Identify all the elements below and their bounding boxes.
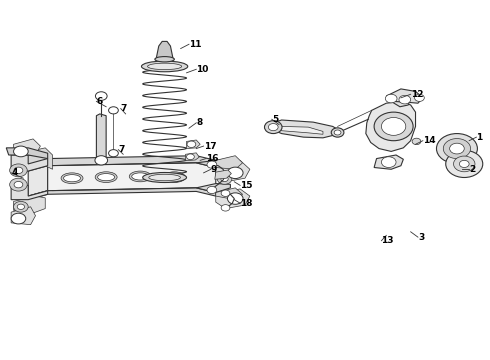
Ellipse shape — [149, 174, 180, 181]
Circle shape — [14, 167, 23, 174]
Circle shape — [265, 121, 282, 134]
Polygon shape — [28, 166, 48, 196]
Circle shape — [14, 146, 28, 157]
Circle shape — [221, 204, 230, 211]
Text: 13: 13 — [381, 236, 394, 245]
Polygon shape — [216, 188, 243, 200]
Polygon shape — [11, 207, 35, 225]
Circle shape — [96, 92, 107, 100]
Circle shape — [207, 161, 217, 168]
Text: 12: 12 — [411, 90, 423, 99]
Text: 17: 17 — [203, 141, 216, 150]
Circle shape — [11, 213, 26, 224]
Polygon shape — [366, 102, 416, 152]
Circle shape — [109, 150, 118, 157]
Circle shape — [221, 176, 228, 181]
Polygon shape — [186, 153, 199, 161]
Circle shape — [14, 202, 28, 212]
Polygon shape — [156, 41, 173, 60]
Circle shape — [227, 193, 243, 204]
Ellipse shape — [98, 174, 115, 181]
Polygon shape — [11, 185, 48, 200]
Ellipse shape — [147, 63, 182, 69]
Text: 6: 6 — [97, 97, 102, 106]
Text: 11: 11 — [189, 40, 201, 49]
Polygon shape — [14, 148, 52, 171]
Circle shape — [207, 186, 217, 194]
Circle shape — [187, 141, 196, 148]
Ellipse shape — [166, 174, 183, 181]
Circle shape — [381, 157, 396, 167]
Polygon shape — [272, 120, 340, 138]
Text: 8: 8 — [196, 118, 202, 127]
Circle shape — [217, 174, 232, 184]
Polygon shape — [97, 114, 106, 158]
Polygon shape — [14, 139, 40, 157]
Ellipse shape — [64, 175, 80, 182]
Ellipse shape — [143, 172, 187, 183]
Text: 3: 3 — [418, 233, 424, 242]
Circle shape — [381, 117, 406, 135]
Polygon shape — [216, 160, 250, 182]
Circle shape — [412, 138, 421, 145]
Circle shape — [334, 130, 341, 135]
Text: 4: 4 — [11, 168, 18, 177]
Circle shape — [385, 94, 397, 103]
Ellipse shape — [95, 172, 117, 183]
Polygon shape — [386, 89, 423, 103]
Polygon shape — [28, 188, 216, 200]
Polygon shape — [6, 148, 48, 158]
Polygon shape — [11, 155, 48, 171]
Ellipse shape — [142, 61, 188, 72]
Text: 15: 15 — [240, 181, 253, 190]
Text: 14: 14 — [423, 136, 436, 145]
Circle shape — [17, 204, 24, 210]
Polygon shape — [28, 156, 216, 171]
Circle shape — [10, 164, 27, 177]
Polygon shape — [215, 170, 231, 179]
Circle shape — [331, 128, 344, 137]
Text: 18: 18 — [240, 199, 253, 208]
Text: 9: 9 — [211, 165, 217, 174]
Circle shape — [14, 181, 23, 188]
Polygon shape — [391, 94, 411, 107]
Polygon shape — [196, 184, 230, 193]
Text: 10: 10 — [196, 65, 209, 74]
Text: 5: 5 — [272, 115, 278, 124]
Circle shape — [460, 160, 469, 167]
Text: 2: 2 — [469, 165, 475, 174]
Ellipse shape — [163, 172, 185, 183]
Ellipse shape — [61, 173, 83, 184]
Circle shape — [450, 143, 464, 154]
Circle shape — [227, 167, 243, 179]
Circle shape — [446, 150, 483, 177]
Polygon shape — [187, 140, 200, 149]
Circle shape — [454, 156, 475, 172]
Text: 1: 1 — [476, 132, 483, 141]
Text: 7: 7 — [118, 145, 124, 154]
Circle shape — [374, 112, 413, 141]
Circle shape — [10, 178, 27, 191]
Circle shape — [399, 95, 411, 104]
Polygon shape — [196, 159, 230, 167]
Text: 7: 7 — [121, 104, 127, 113]
Ellipse shape — [129, 171, 151, 182]
Ellipse shape — [132, 173, 149, 180]
Ellipse shape — [155, 57, 174, 62]
Circle shape — [109, 107, 118, 114]
Circle shape — [437, 134, 477, 163]
Circle shape — [187, 154, 195, 159]
Circle shape — [415, 94, 424, 102]
Circle shape — [221, 190, 230, 197]
Polygon shape — [216, 156, 243, 169]
Circle shape — [443, 139, 470, 158]
Circle shape — [269, 123, 278, 131]
Polygon shape — [282, 126, 323, 134]
Circle shape — [95, 156, 108, 165]
Text: 16: 16 — [206, 154, 219, 163]
Polygon shape — [216, 189, 250, 208]
Polygon shape — [14, 196, 45, 214]
Polygon shape — [48, 163, 216, 193]
Polygon shape — [374, 155, 403, 169]
